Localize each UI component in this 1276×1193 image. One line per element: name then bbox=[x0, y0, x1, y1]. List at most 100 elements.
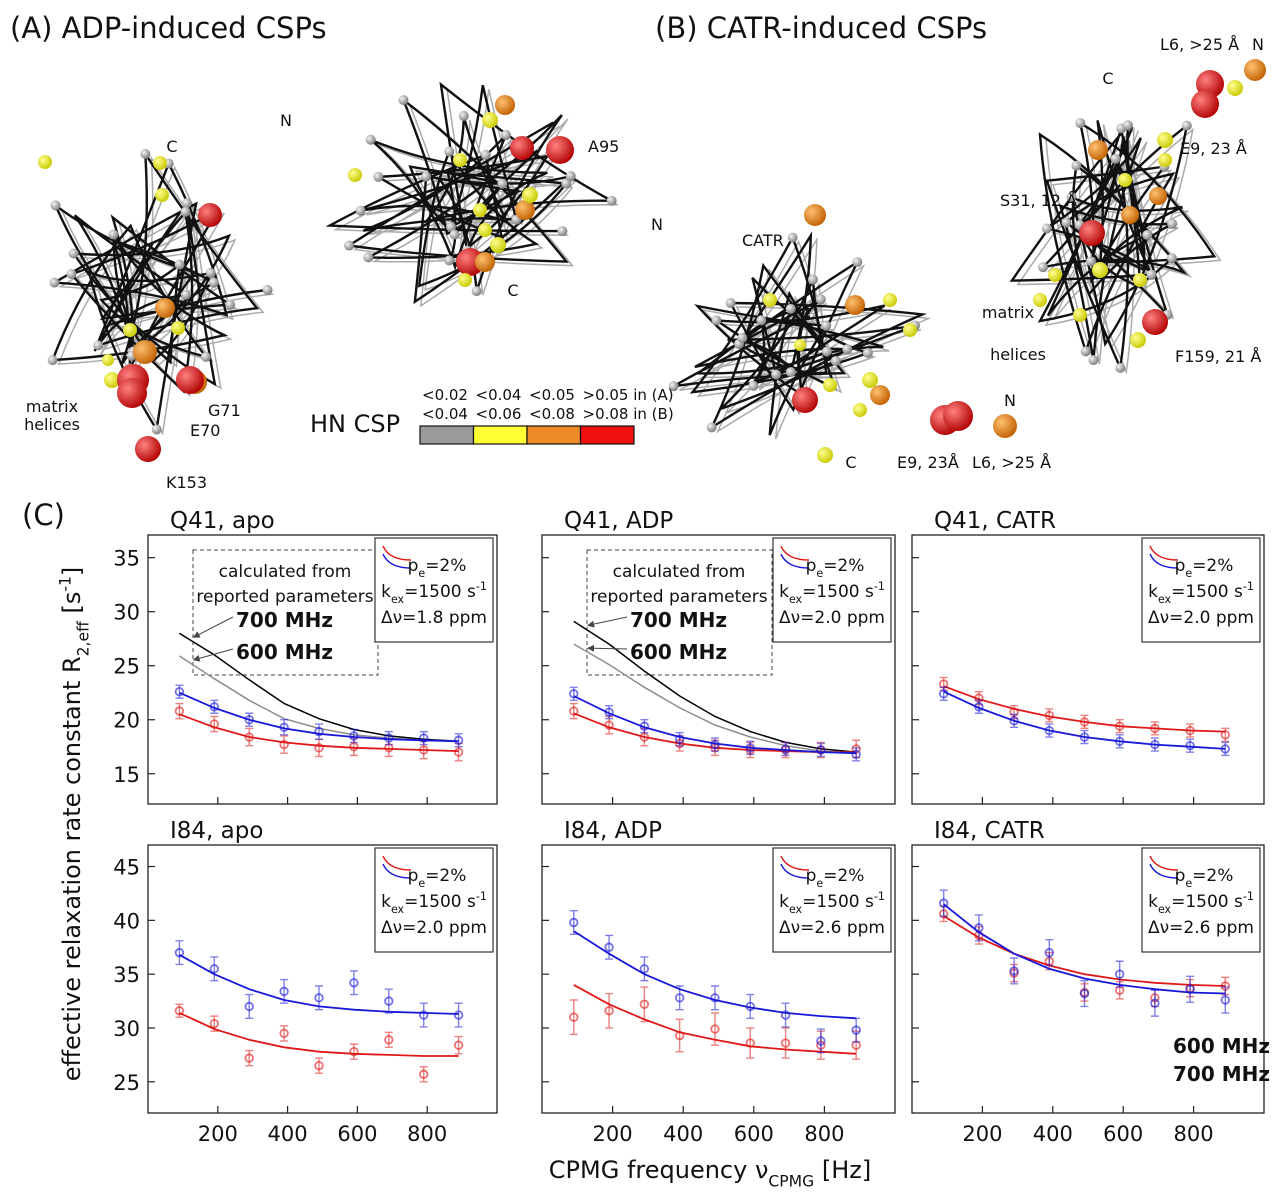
chart: Q41, apo 15 20 25 30 35 calculated from reporte… bbox=[113, 508, 498, 805]
param-text-part: ex bbox=[789, 593, 803, 606]
residue-sphere bbox=[373, 171, 384, 182]
param-text-part: p bbox=[408, 866, 419, 886]
param-sample bbox=[1149, 863, 1179, 879]
x-tick-label: 600 bbox=[1103, 1122, 1143, 1146]
residue-sphere bbox=[1110, 153, 1121, 164]
x-tick-label: 600 bbox=[337, 1122, 377, 1146]
param-sample bbox=[1149, 553, 1179, 569]
csp-sphere bbox=[117, 378, 147, 408]
plot-frame bbox=[911, 534, 1265, 805]
backbone bbox=[50, 149, 268, 433]
scale-label: <0.08 bbox=[529, 405, 575, 423]
error-bar bbox=[710, 985, 719, 1011]
structure-label: CATR bbox=[742, 231, 784, 250]
error-bar bbox=[315, 985, 324, 1011]
structure-label: E9, 23Å bbox=[897, 453, 959, 472]
residue-sphere bbox=[1061, 217, 1072, 228]
data-point bbox=[851, 749, 861, 760]
residue-sphere bbox=[1115, 362, 1126, 373]
note-text: reported parameters bbox=[196, 587, 373, 607]
plot-frame bbox=[541, 844, 896, 1114]
data-point bbox=[279, 986, 289, 997]
data-point bbox=[1009, 716, 1019, 726]
error-bar bbox=[1010, 957, 1019, 985]
csp-sphere bbox=[515, 200, 535, 220]
csp-sphere bbox=[546, 136, 574, 164]
csp-sphere bbox=[155, 298, 175, 318]
y-tick-label: 25 bbox=[113, 655, 140, 679]
csp-sphere bbox=[794, 339, 806, 351]
param-text-part: Δν=1.8 ppm bbox=[381, 608, 487, 628]
note-text: calculated from bbox=[219, 562, 352, 582]
param-box bbox=[772, 847, 892, 953]
param-text-part: =2% bbox=[1192, 866, 1233, 886]
x-tick-label: 800 bbox=[407, 1122, 447, 1146]
residue-sphere bbox=[181, 289, 192, 300]
residue-sphere bbox=[606, 195, 617, 206]
chart-title: Q41, CATR bbox=[934, 508, 1056, 534]
panel-title: (C) bbox=[22, 498, 65, 532]
param-text-part: Δν=2.6 ppm bbox=[1148, 918, 1254, 938]
csp-sphere bbox=[1158, 153, 1172, 167]
data-point bbox=[974, 702, 984, 712]
calculated-curve bbox=[573, 643, 857, 754]
residue-sphere bbox=[208, 277, 219, 288]
csp-sphere bbox=[1092, 262, 1108, 278]
data-point bbox=[1009, 966, 1019, 976]
param-text-part: =1500 s bbox=[1171, 582, 1243, 602]
csp-sphere bbox=[1033, 293, 1047, 307]
data-point bbox=[384, 733, 394, 743]
data-point bbox=[314, 743, 324, 753]
residue-sphere bbox=[1066, 191, 1077, 202]
scale-label: >0.05 in (A) bbox=[583, 386, 674, 404]
error-bar bbox=[280, 1025, 289, 1042]
data-point bbox=[453, 735, 464, 745]
param-text-part: k bbox=[779, 892, 789, 912]
data-point bbox=[209, 702, 220, 712]
data-point bbox=[569, 917, 579, 928]
error-bar bbox=[816, 1028, 825, 1054]
param-text-part: -1 bbox=[476, 890, 487, 903]
data-point bbox=[710, 993, 720, 1003]
data-point bbox=[1220, 730, 1230, 740]
data-point bbox=[851, 1025, 861, 1035]
structure-label: A95 bbox=[588, 137, 619, 156]
residue-sphere bbox=[830, 355, 841, 366]
error-bar bbox=[1221, 986, 1230, 1014]
param-text: Δν=2.6 ppm bbox=[779, 918, 885, 938]
csp-sphere bbox=[348, 168, 362, 182]
data-point bbox=[244, 732, 254, 742]
param-text-part: k bbox=[779, 582, 789, 602]
data-point bbox=[604, 1006, 614, 1016]
param-sample bbox=[382, 553, 412, 569]
param-text: Δν=2.0 ppm bbox=[1148, 608, 1254, 628]
error-bar bbox=[605, 934, 614, 960]
residue-sphere bbox=[787, 232, 798, 243]
legend-entry: 700 MHz bbox=[1173, 1062, 1270, 1086]
csp-sphere bbox=[1118, 173, 1132, 187]
error-bar bbox=[280, 735, 289, 754]
csp-sphere bbox=[763, 293, 777, 307]
scale-label: <0.02 bbox=[422, 386, 468, 404]
data-point bbox=[974, 923, 984, 933]
structure-label: F159, 21 Å bbox=[1175, 347, 1261, 366]
error-bar bbox=[1186, 975, 1195, 1003]
param-text: Δν=2.0 ppm bbox=[779, 608, 885, 628]
data-point bbox=[174, 947, 185, 958]
residue-sphere bbox=[93, 340, 104, 351]
data-point bbox=[1150, 739, 1160, 750]
csp-sphere bbox=[1121, 206, 1139, 224]
scale-label: <0.05 bbox=[529, 386, 575, 404]
error-bar bbox=[454, 1002, 463, 1028]
residue-sphere bbox=[1037, 262, 1048, 273]
data-point bbox=[453, 747, 464, 757]
error-bar bbox=[675, 985, 684, 1011]
fit-curve bbox=[943, 903, 1226, 995]
x-tick-label: 400 bbox=[1033, 1122, 1073, 1146]
param-text: Δν=2.6 ppm bbox=[1148, 918, 1254, 938]
data-point bbox=[710, 1024, 720, 1034]
param-text: Δν=1.8 ppm bbox=[381, 608, 487, 628]
residue-sphere bbox=[421, 171, 432, 182]
data-point bbox=[209, 1018, 220, 1029]
